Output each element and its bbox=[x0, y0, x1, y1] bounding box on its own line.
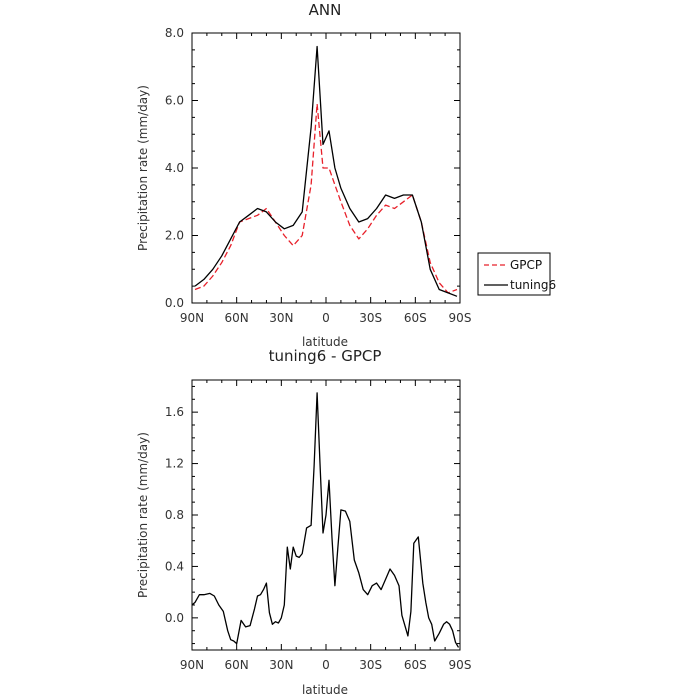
y-tick-label: 6.0 bbox=[165, 94, 184, 108]
y-tick-label: 1.2 bbox=[165, 457, 184, 471]
x-axis-label: latitude bbox=[302, 335, 348, 349]
y-axis-label: Precipitation rate (mm/day) bbox=[136, 432, 150, 598]
y-tick-label: 8.0 bbox=[165, 26, 184, 40]
y-tick-label: 0.8 bbox=[165, 508, 184, 522]
panel-title: ANN bbox=[309, 1, 342, 19]
y-tick-label: 4.0 bbox=[165, 161, 184, 175]
legend-box bbox=[477, 252, 551, 296]
x-tick-label: 90S bbox=[449, 658, 472, 672]
panel-annual-mean: ANN latitude Precipitation rate (mm/day)… bbox=[136, 1, 556, 349]
plot-area: 90N 60N 30N 0 30S 60S 90S 0.0 0.4 0.8 1.2 1.6 bbox=[165, 379, 472, 672]
y-tick-label: 2.0 bbox=[165, 229, 184, 243]
panel-difference: tuning6 - GPCP latitude Precipitation ra… bbox=[136, 347, 471, 697]
x-tick-label: 90N bbox=[180, 311, 204, 325]
series-line-tuning6 bbox=[194, 45, 458, 297]
x-axis-label: latitude bbox=[302, 683, 348, 697]
panel-title: tuning6 - GPCP bbox=[269, 347, 382, 365]
x-tick-label: 0 bbox=[322, 658, 330, 672]
y-tick-label: 0.0 bbox=[165, 296, 184, 310]
x-tick-label: 30S bbox=[359, 658, 382, 672]
series-line-tuning6-gpcp bbox=[191, 392, 460, 648]
legend-label-tuning6: tuning6 bbox=[510, 278, 556, 292]
x-tick-label: 90N bbox=[180, 658, 204, 672]
x-tick-label: 0 bbox=[322, 311, 330, 325]
x-tick-label: 90S bbox=[449, 311, 472, 325]
legend: GPCP tuning6 bbox=[477, 252, 556, 296]
series-line-gpcp bbox=[194, 103, 458, 294]
x-tick-label: 60N bbox=[225, 658, 249, 672]
plot-area: 90N 60N 30N 0 30S 60S 90S 0.0 2.0 4.0 6.0 8.0 bbox=[165, 26, 472, 325]
y-tick-label: 0.0 bbox=[165, 611, 184, 625]
x-tick-label: 60N bbox=[225, 311, 249, 325]
x-tick-label: 60S bbox=[404, 311, 427, 325]
y-tick-label: 0.4 bbox=[165, 559, 184, 573]
x-tick-label: 30N bbox=[269, 311, 293, 325]
x-tick-label: 60S bbox=[404, 658, 427, 672]
x-tick-label: 30S bbox=[359, 311, 382, 325]
y-tick-label: 1.6 bbox=[165, 405, 184, 419]
legend-label-gpcp: GPCP bbox=[510, 258, 542, 272]
x-tick-label: 30N bbox=[269, 658, 293, 672]
y-axis-label: Precipitation rate (mm/day) bbox=[136, 85, 150, 251]
